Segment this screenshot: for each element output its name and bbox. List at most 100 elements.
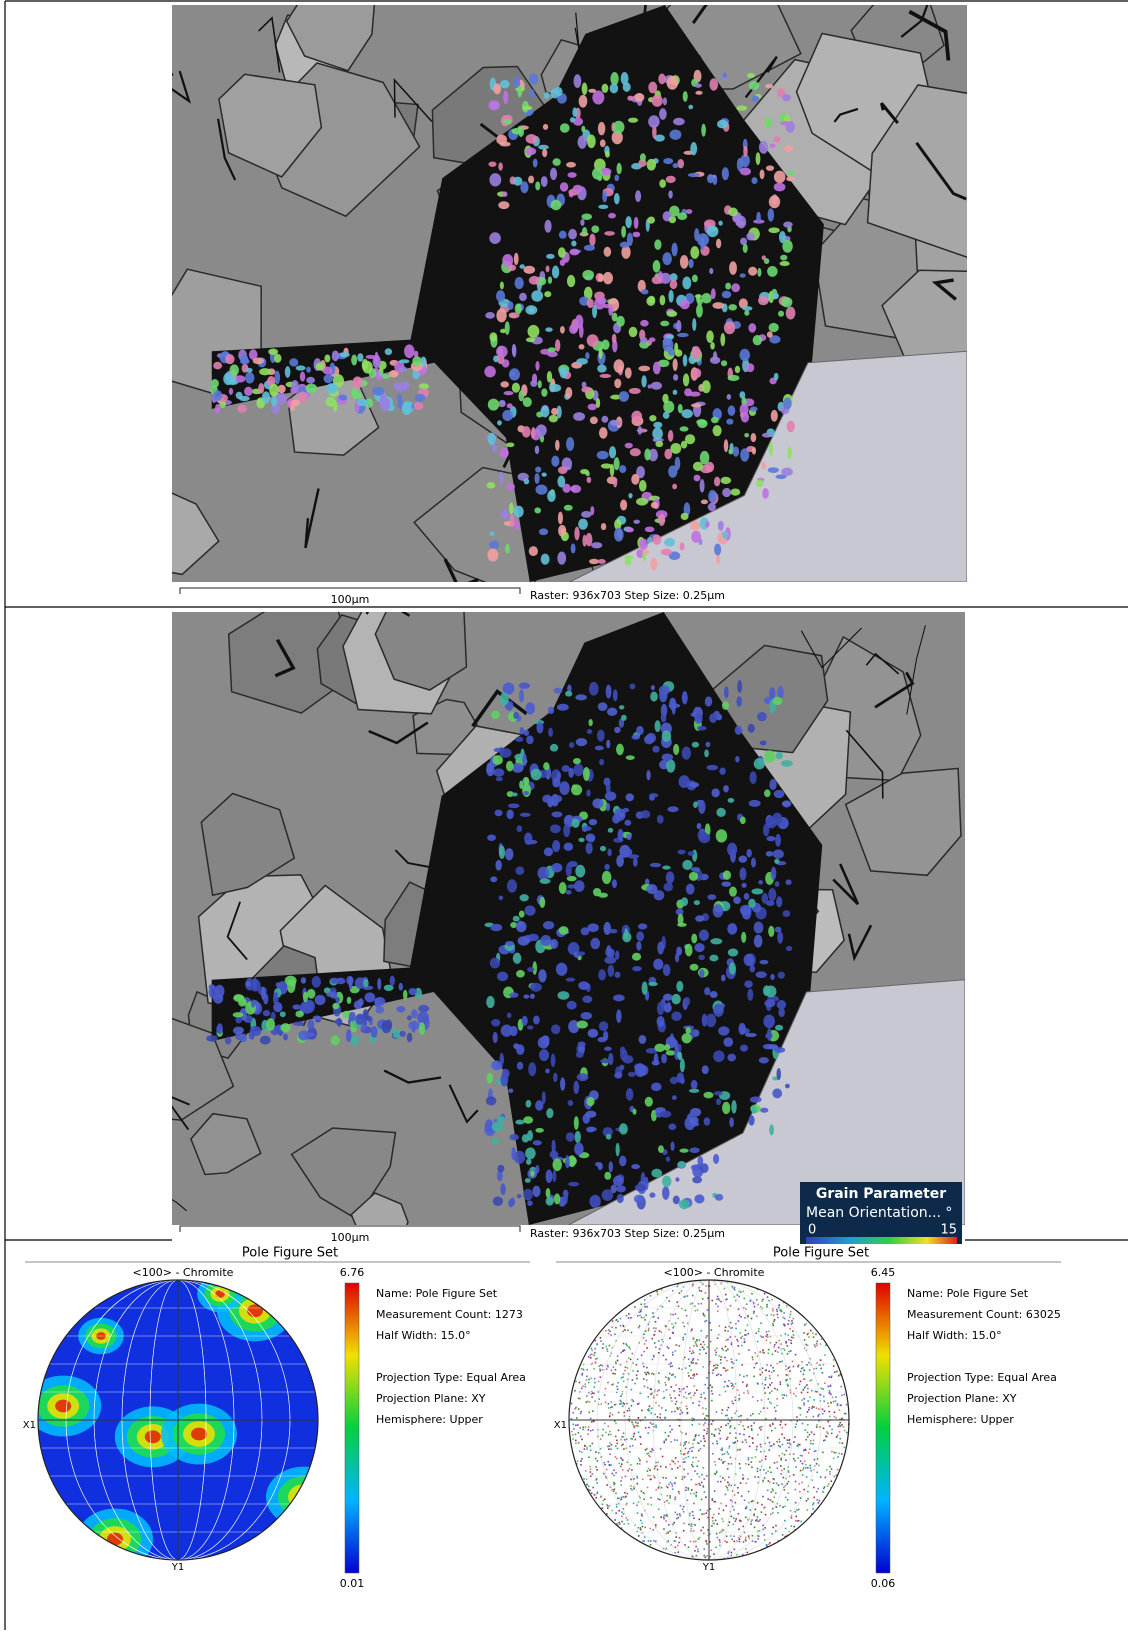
grain (685, 944, 693, 957)
pole-point (783, 1468, 785, 1470)
pole-point (692, 1443, 694, 1445)
pole-point (646, 1306, 648, 1308)
pole-point (586, 1448, 588, 1450)
pole-point (615, 1361, 617, 1363)
pole-point (689, 1350, 691, 1352)
pole-point (786, 1395, 788, 1397)
pole-point (636, 1374, 638, 1376)
pole-point (696, 1373, 698, 1375)
grain (569, 249, 579, 256)
pole-point (575, 1407, 577, 1409)
pole-point (596, 1493, 598, 1495)
pole-point (719, 1325, 721, 1327)
grain (393, 382, 401, 390)
pole-point (704, 1440, 706, 1442)
pole-point (712, 1393, 714, 1395)
grain (541, 388, 547, 396)
pole-point (755, 1509, 757, 1511)
pole-point (727, 1423, 729, 1425)
pole-point (688, 1524, 690, 1526)
grain (564, 505, 573, 511)
grain (728, 208, 738, 217)
grain (678, 914, 684, 926)
pole-point (757, 1304, 759, 1306)
pole-point (572, 1424, 574, 1426)
pole-point (725, 1294, 727, 1296)
grain (351, 355, 357, 366)
grain (488, 161, 496, 166)
pole-point (808, 1336, 810, 1338)
grain (585, 352, 589, 359)
grain (513, 506, 523, 518)
pole-point (782, 1444, 784, 1446)
pole-point (772, 1367, 774, 1369)
pole-point (607, 1365, 609, 1367)
grain (671, 1011, 681, 1021)
pole-point (668, 1300, 670, 1302)
colorbar (345, 1283, 359, 1573)
pole-point (620, 1480, 622, 1482)
pole-point (721, 1518, 723, 1520)
pole-point (824, 1354, 826, 1356)
pole-point (632, 1423, 634, 1425)
grain (691, 1080, 698, 1089)
grain (715, 1194, 723, 1201)
pole-point (602, 1429, 604, 1431)
pole-point (600, 1438, 602, 1440)
pole-point (801, 1399, 803, 1401)
pole-point (831, 1468, 833, 1470)
pole-point (759, 1469, 761, 1471)
pole-point (704, 1344, 706, 1346)
grain (213, 362, 222, 370)
pole-point (756, 1516, 758, 1518)
grain (754, 922, 764, 934)
pole-point (654, 1468, 656, 1470)
pole-point (688, 1487, 690, 1489)
pole-point (760, 1426, 762, 1428)
grain (651, 1169, 662, 1178)
grain (663, 964, 671, 976)
density-spot (215, 1290, 225, 1298)
pole-point (665, 1520, 667, 1522)
pole-point (582, 1426, 584, 1428)
grain (691, 346, 700, 360)
pole-point (773, 1325, 775, 1327)
grain (552, 1159, 562, 1172)
pole-point (801, 1455, 803, 1457)
grain (649, 793, 658, 797)
grain (493, 83, 501, 94)
grain (399, 983, 403, 991)
pole-point (674, 1411, 676, 1413)
grain (616, 163, 621, 175)
pole-point (621, 1463, 623, 1465)
pole-point (659, 1348, 661, 1350)
pole-point (724, 1357, 726, 1359)
pole-point (705, 1352, 707, 1354)
pole-point (813, 1497, 815, 1499)
pole-point (687, 1295, 689, 1297)
grain (762, 433, 772, 438)
pole-point (686, 1397, 688, 1399)
pole-point (583, 1478, 585, 1480)
grain (508, 1088, 513, 1092)
pole-point (816, 1463, 818, 1465)
grain (714, 1091, 723, 1095)
subtitle: <100> - Chromite (133, 1266, 234, 1279)
pole-point (655, 1328, 657, 1330)
pole-point (675, 1536, 677, 1538)
grain (636, 726, 644, 735)
grain (598, 559, 606, 564)
grain (216, 1026, 220, 1033)
grain (497, 420, 502, 425)
grain (613, 689, 618, 701)
pole-point (786, 1450, 788, 1452)
pole-point (631, 1399, 633, 1401)
grain (306, 383, 318, 393)
grain (649, 415, 656, 421)
pole-point (671, 1400, 673, 1402)
pole-point (631, 1332, 633, 1334)
grain (619, 1065, 624, 1071)
pole-point (756, 1299, 758, 1301)
grain (632, 953, 641, 961)
pole-point (703, 1445, 705, 1447)
